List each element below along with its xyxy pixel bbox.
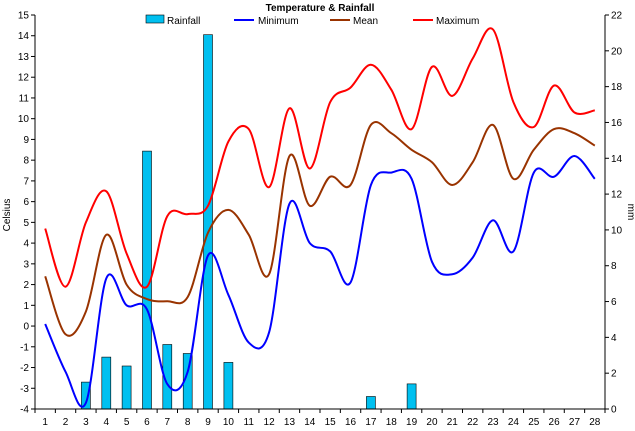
temperature-lines (44, 27, 596, 408)
series-line-minimum (44, 155, 596, 408)
y-right-tick-label: 10 (611, 225, 623, 236)
y-left-tick-label: 15 (18, 11, 30, 22)
x-tick-label: 4 (103, 417, 109, 428)
y-right-tick-label: 22 (611, 11, 623, 22)
y-left-tick-label: 6 (23, 197, 29, 208)
rainfall-bar-day-5 (121, 365, 132, 410)
y-left-tick-label: 5 (23, 218, 29, 229)
y-left-tick-label: 9 (23, 135, 29, 146)
x-tick-label: 11 (244, 417, 255, 428)
y-right-tick-label: 2 (611, 369, 617, 380)
legend-mean-label: Mean (353, 16, 378, 27)
y-right-tick-label: 18 (611, 82, 623, 93)
x-tick-label: 5 (124, 417, 130, 428)
y-left-tick-label: 2 (23, 280, 29, 291)
y-left-tick-label: 12 (18, 73, 30, 84)
x-tick-label: 20 (426, 417, 438, 428)
x-tick-label: 17 (365, 417, 377, 428)
x-tick-label: 10 (223, 417, 235, 428)
x-tick-label: 25 (528, 417, 540, 428)
x-tick-label: 14 (304, 417, 316, 428)
rainfall-bar-day-19 (406, 383, 417, 410)
y-right-tick-label: 12 (611, 190, 623, 201)
y-right-tick-label: 0 (611, 405, 617, 416)
legend: Rainfall Minimum Mean Maximum (145, 14, 479, 27)
y-right-tick-label: 20 (611, 46, 623, 57)
y-left-tick-label: 3 (23, 259, 29, 270)
y-left-tick-label: 13 (18, 52, 30, 63)
rainfall-bar-day-4 (101, 356, 112, 410)
x-tick-label: 24 (508, 417, 520, 428)
x-tick-label: 8 (185, 417, 191, 428)
y-axis-left-label: Celsius (2, 199, 13, 232)
y-axis-right-label: mm (625, 204, 635, 221)
x-tick-label: 15 (325, 417, 337, 428)
y-left-tick-label: 10 (18, 114, 30, 125)
x-tick-label: 9 (205, 417, 211, 428)
x-tick-label: 1 (42, 417, 48, 428)
x-tick-label: 19 (406, 417, 418, 428)
rainfall-bars (81, 34, 417, 410)
y-right-tick-label: 16 (611, 118, 623, 129)
legend-maximum-label: Maximum (436, 16, 479, 27)
x-tick-label: 3 (83, 417, 89, 428)
x-tick-label: 2 (63, 417, 69, 428)
x-tick-label: 28 (589, 417, 601, 428)
x-tick-label: 16 (345, 417, 357, 428)
x-tick-label: 18 (386, 417, 398, 428)
legend-rainfall-label: Rainfall (167, 16, 200, 27)
x-tick-label: 27 (569, 417, 581, 428)
y-left-tick-label: 8 (23, 156, 29, 167)
x-tick-label: 21 (447, 417, 459, 428)
x-tick-label: 26 (549, 417, 561, 428)
series-line-maximum (44, 27, 596, 289)
rainfall-bar-day-10 (223, 362, 234, 410)
y-left-tick-label: 0 (23, 322, 29, 333)
legend-rainfall-swatch (145, 14, 165, 24)
y-left-tick-label: -3 (20, 384, 29, 395)
x-tick-label: 23 (487, 417, 499, 428)
y-right-tick-label: 14 (611, 154, 623, 165)
x-tick-label: 13 (284, 417, 296, 428)
series-line-mean (44, 121, 596, 337)
y-right-tick-label: 4 (611, 333, 617, 344)
rainfall-bar-day-9 (203, 34, 213, 410)
y-left-tick-label: 1 (23, 301, 29, 312)
x-tick-label: 12 (264, 417, 276, 428)
y-left-tick-label: -2 (20, 363, 29, 374)
y-right-tick-label: 8 (611, 261, 617, 272)
y-left-tick-label: -1 (20, 342, 29, 353)
chart-title: Temperature & Rainfall (266, 3, 375, 14)
x-tick-label: 22 (467, 417, 479, 428)
x-tick-label: 6 (144, 417, 150, 428)
y-left-tick-label: 4 (23, 239, 29, 250)
axes: -4-3-2-101234567891011121314150246810121… (18, 11, 623, 429)
rainfall-bar-day-17 (366, 396, 376, 410)
y-right-tick-label: 6 (611, 297, 617, 308)
x-tick-label: 7 (165, 417, 171, 428)
y-left-tick-label: 11 (19, 93, 30, 104)
y-left-tick-label: 14 (18, 31, 30, 42)
y-left-tick-label: 7 (23, 176, 29, 187)
legend-minimum-label: Minimum (258, 16, 299, 27)
y-left-tick-label: -4 (20, 405, 29, 416)
